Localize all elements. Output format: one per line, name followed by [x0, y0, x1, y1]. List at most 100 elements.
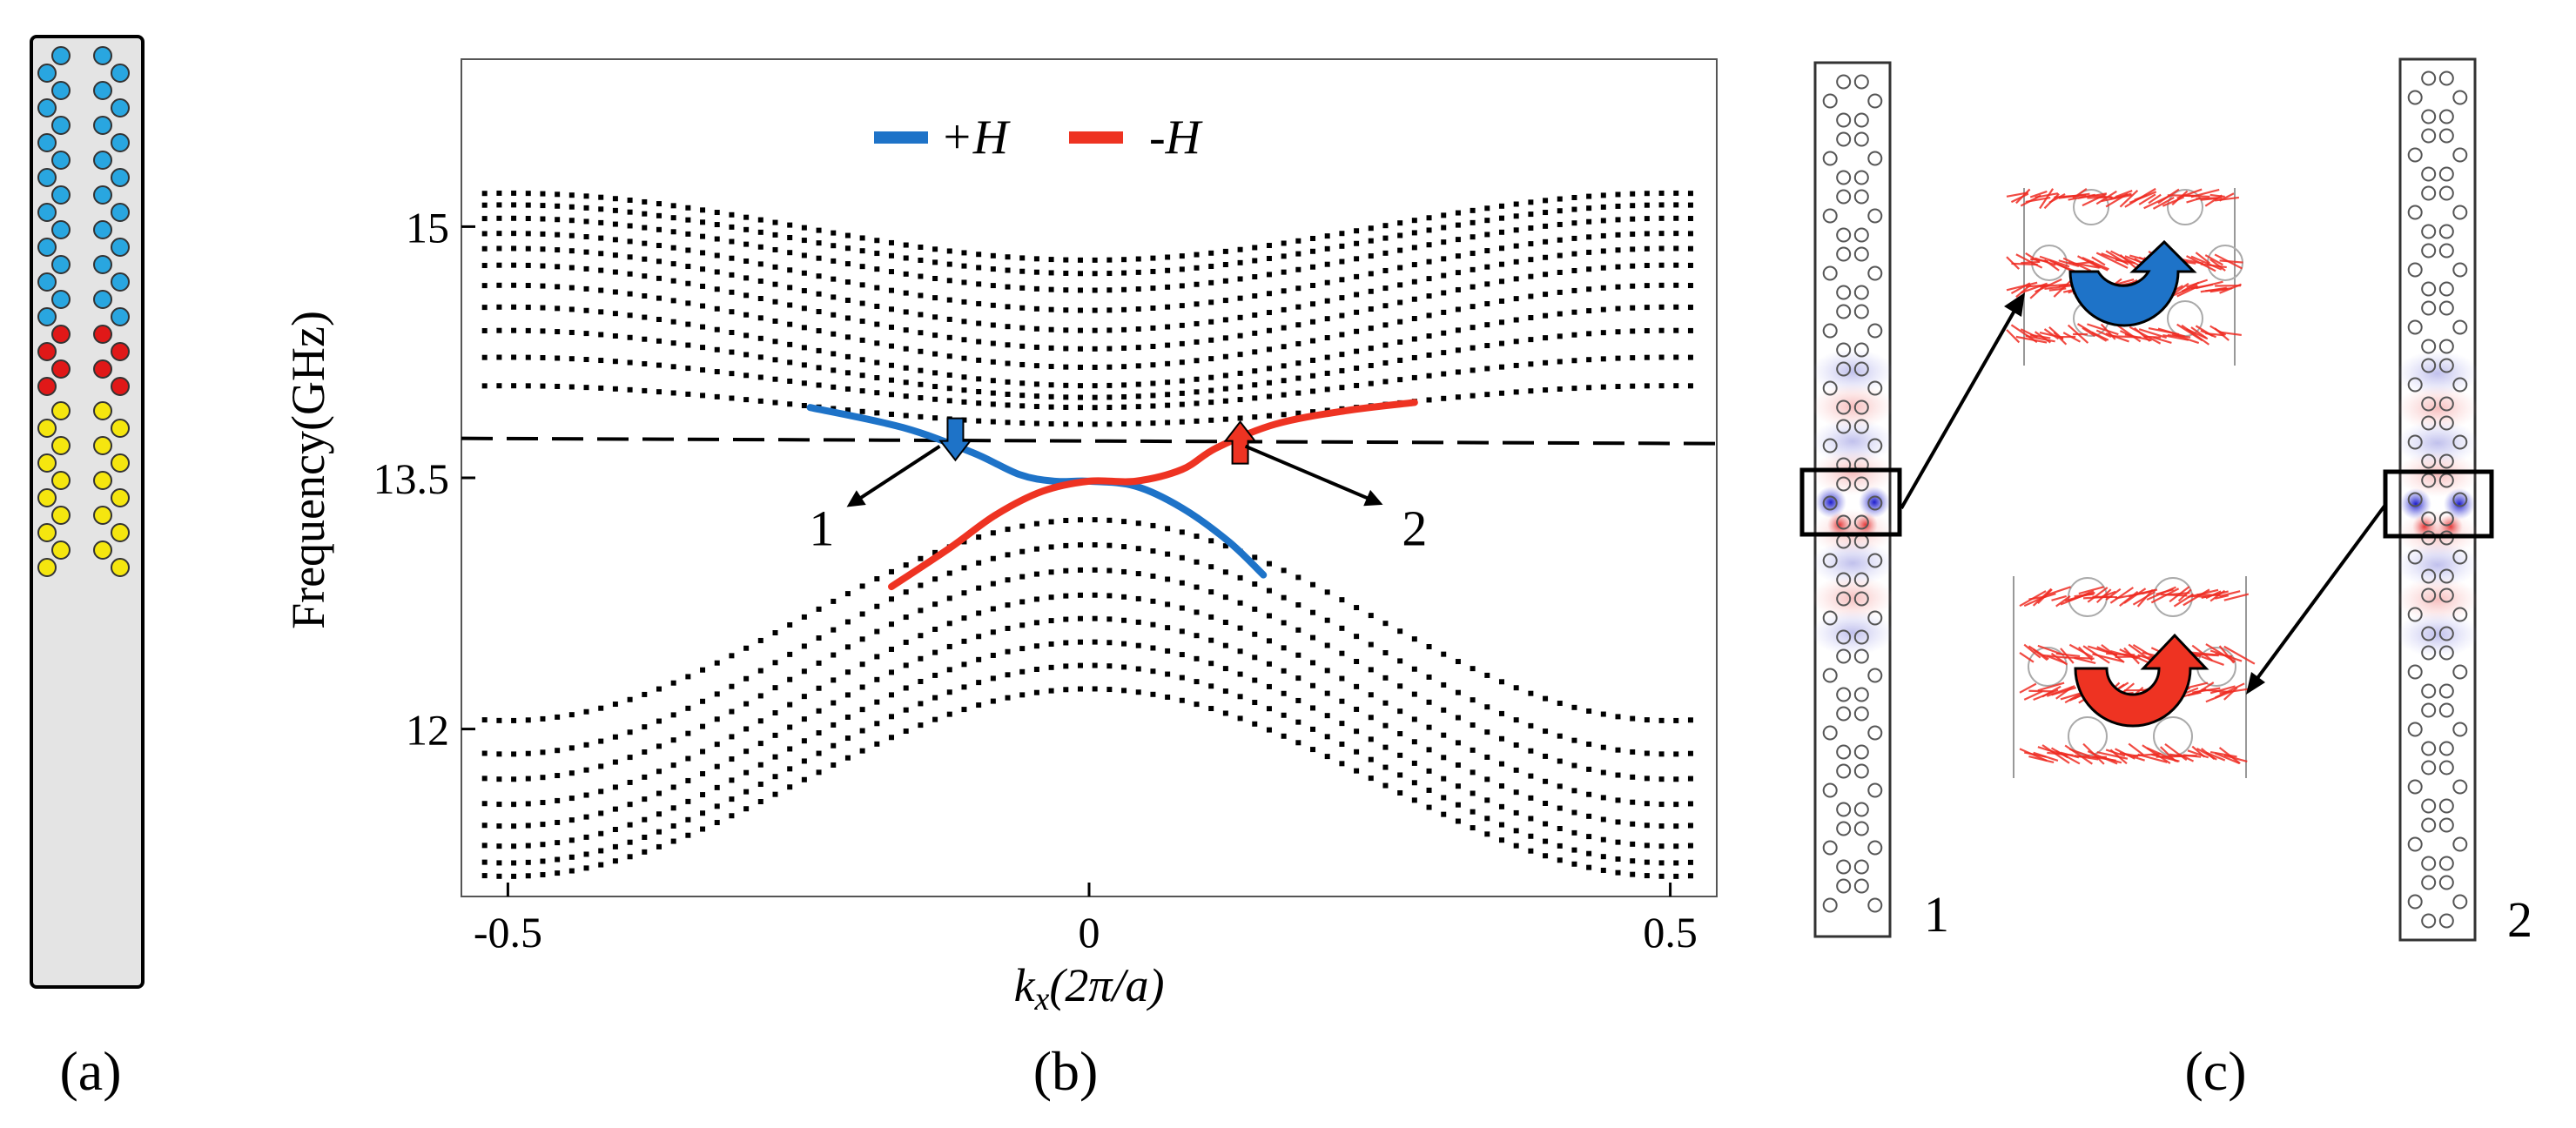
bulk-band-point	[1281, 645, 1287, 651]
bulk-band-point	[1411, 797, 1417, 803]
bulk-band-point	[583, 307, 589, 313]
strip-hole	[1836, 687, 1852, 702]
bulk-band-point	[540, 858, 546, 864]
bulk-band-point	[1455, 327, 1461, 333]
strip-hole	[1822, 725, 1838, 741]
bulk-band-point	[932, 576, 938, 582]
strip-hole	[1867, 93, 1883, 109]
bulk-band-point	[1557, 221, 1563, 227]
bulk-band-point	[612, 311, 618, 317]
bulk-band-point	[1382, 744, 1389, 750]
bulk-band-point	[700, 250, 706, 256]
bulk-band-point	[568, 770, 575, 776]
supercell-dot	[51, 359, 71, 379]
bulk-band-point	[1135, 689, 1141, 695]
bulk-band-point	[1048, 664, 1054, 670]
bulk-band-point	[1543, 223, 1549, 229]
bulk-band-point	[1470, 251, 1476, 257]
bulk-band-point	[1397, 772, 1403, 778]
bulk-band-point	[1571, 332, 1577, 338]
bulk-band-point	[757, 217, 763, 223]
bulk-band-point	[1528, 225, 1534, 231]
bulk-band-point	[1165, 360, 1171, 366]
bulk-band-point	[496, 860, 502, 866]
bulk-band-point	[1658, 873, 1665, 879]
bulk-band-point	[801, 776, 807, 782]
bulk-band-point	[1658, 717, 1665, 723]
flux-streak	[2177, 588, 2192, 602]
bulk-band-point	[525, 873, 531, 879]
bulk-band-point	[844, 407, 851, 413]
strip-hole	[1836, 170, 1852, 185]
bulk-band-point	[1543, 312, 1549, 319]
strip-hole	[2438, 109, 2454, 124]
bulk-band-point	[1310, 248, 1316, 254]
bulk-band-point	[961, 263, 967, 269]
bulk-band-point	[1179, 529, 1185, 535]
bulk-band-point	[946, 595, 952, 601]
bulk-band-point	[1543, 695, 1549, 702]
bulk-band-point	[1426, 373, 1432, 379]
bulk-band-point	[1266, 310, 1272, 316]
bulk-band-point	[1397, 658, 1403, 664]
bulk-band-point	[1252, 349, 1258, 355]
bulk-band-point	[1237, 352, 1243, 358]
y-tick-label: 12	[406, 706, 449, 755]
bulk-band-point	[670, 298, 676, 304]
bulk-band-point	[1339, 625, 1345, 631]
supercell-dot	[51, 116, 71, 135]
bulk-band-point	[1295, 285, 1301, 292]
bulk-band-point	[583, 708, 589, 715]
strip-hole	[1836, 419, 1852, 434]
flux-streak	[2223, 645, 2256, 665]
bulk-band-point	[1295, 410, 1301, 416]
bulk-band-point	[757, 229, 763, 235]
bulk-band-point	[1165, 284, 1171, 290]
bulk-band-point	[1354, 309, 1360, 315]
bulk-band-point	[481, 202, 488, 208]
bulk-band-point	[1644, 750, 1650, 756]
bulk-band-point	[1498, 390, 1504, 396]
bulk-band-point	[1528, 773, 1534, 779]
bulk-band-point	[932, 716, 938, 722]
strip-hole	[2421, 185, 2437, 201]
bulk-band-point	[1179, 554, 1185, 561]
bulk-band-point	[714, 252, 720, 258]
bulk-band-point	[1673, 823, 1679, 829]
bulk-band-point	[1498, 279, 1504, 285]
strip-hole	[2421, 856, 2437, 871]
bulk-band-point	[656, 317, 662, 323]
bulk-band-point	[1382, 649, 1389, 655]
flux-streak	[2021, 260, 2041, 265]
bulk-band-point	[598, 287, 604, 293]
bulk-band-point	[1600, 204, 1606, 210]
bulk-band-point	[1498, 803, 1504, 809]
bulk-band-point	[1354, 728, 1360, 735]
bulk-band-point	[1630, 774, 1636, 780]
strip-hole	[1836, 285, 1852, 300]
bulk-band-point	[1687, 231, 1693, 237]
bulk-band-point	[540, 872, 546, 878]
strip-hole	[2421, 913, 2437, 929]
bulk-band-point	[496, 262, 502, 268]
bulk-band-point	[642, 360, 648, 366]
bulk-band-point	[1354, 273, 1360, 279]
connector-top	[1900, 304, 2020, 509]
bulk-band-point	[1644, 327, 1650, 333]
bulk-band-point	[642, 724, 648, 730]
bulk-band-point	[1150, 621, 1156, 628]
bulk-band-point	[1019, 403, 1026, 409]
flux-streak	[2010, 192, 2029, 204]
bulk-band-point	[772, 754, 778, 760]
bulk-band-point	[990, 675, 996, 682]
bulk-band-point	[496, 717, 502, 723]
strip-hole	[1836, 706, 1852, 722]
bulk-band-point	[1106, 640, 1113, 646]
bulk-band-point	[1310, 264, 1316, 270]
bulk-band-point	[1324, 690, 1330, 696]
bulk-band-point	[874, 359, 880, 366]
bulk-band-point	[1150, 403, 1156, 409]
bulk-band-point	[481, 717, 488, 723]
strip-hole	[2438, 166, 2454, 182]
